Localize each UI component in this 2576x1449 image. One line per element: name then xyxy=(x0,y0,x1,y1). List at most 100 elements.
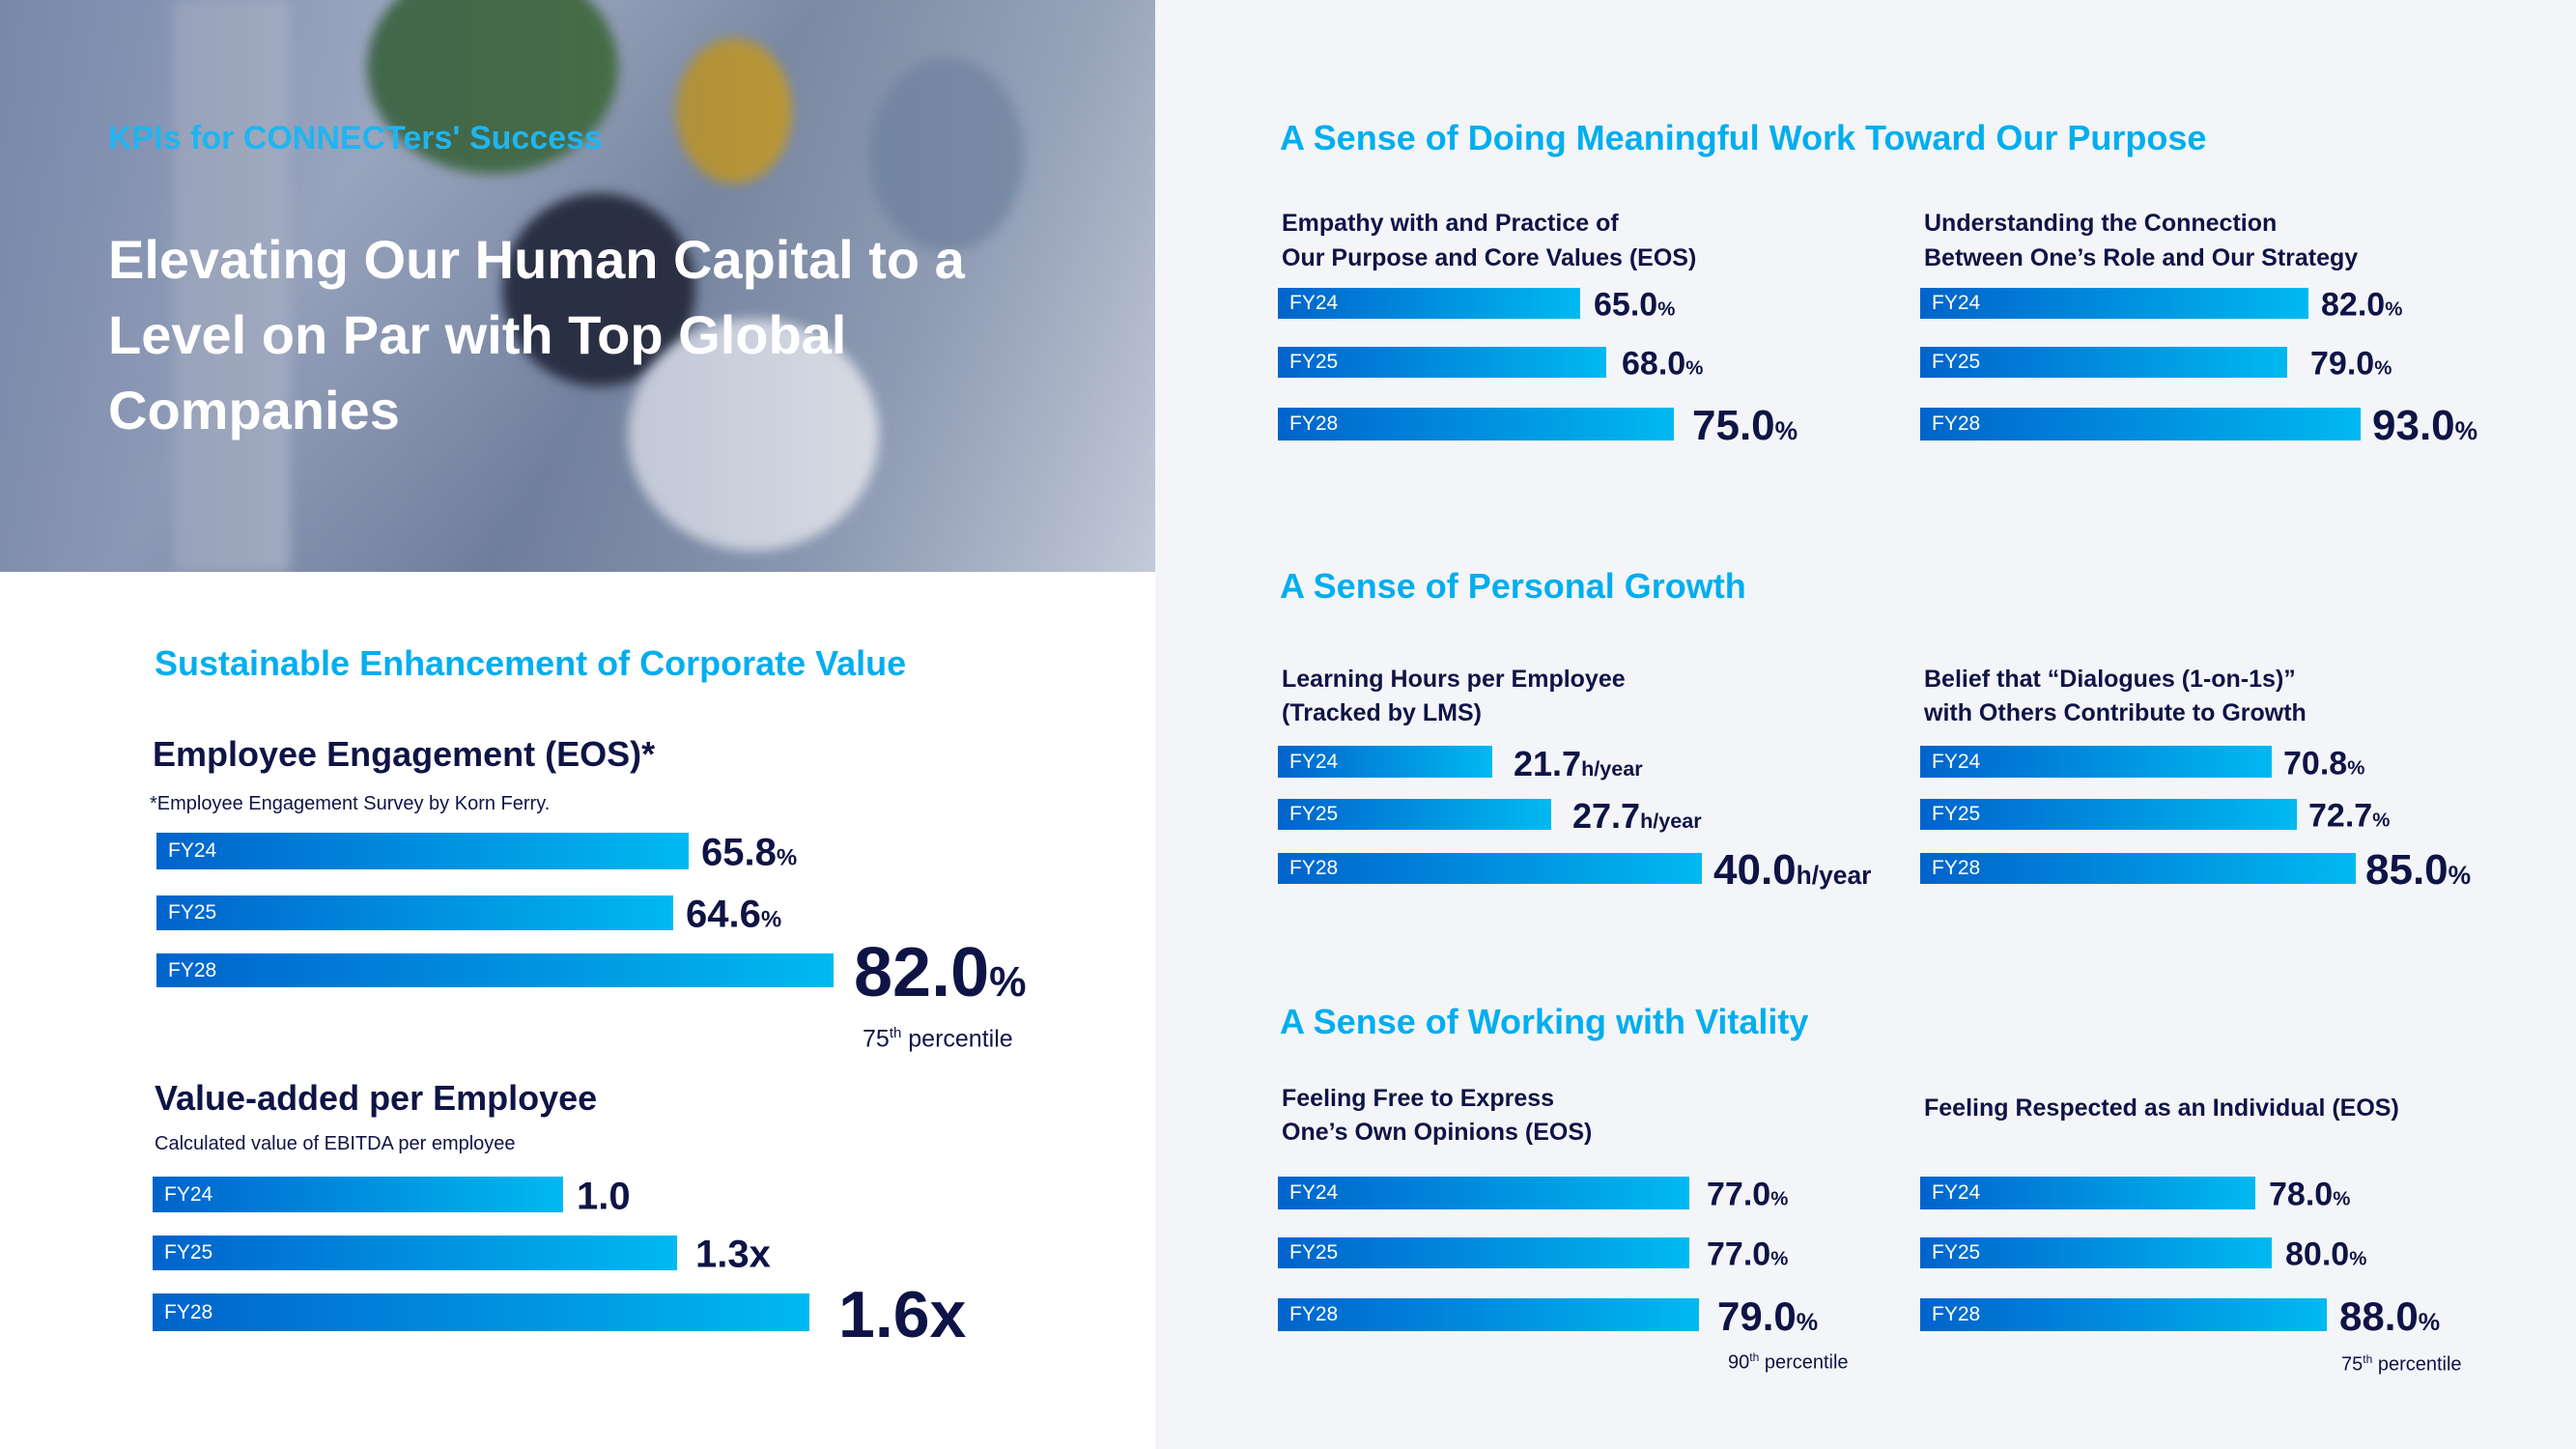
value-number: 65.0 xyxy=(1594,286,1658,324)
value-unit: % xyxy=(1796,1309,1819,1336)
bar-value: 65.0% xyxy=(1594,287,1675,325)
value-unit: % xyxy=(2347,757,2365,779)
value-number: 85.0 xyxy=(2365,846,2449,894)
value-unit: % xyxy=(2448,861,2472,890)
value-number: 27.7 xyxy=(1572,796,1641,836)
bar-label: FY24 xyxy=(1289,1181,1339,1204)
percentile-num: 75 xyxy=(2341,1353,2364,1376)
percentile-num: 75 xyxy=(863,1025,890,1053)
bar-value: 79.0% xyxy=(1717,1293,1818,1340)
bar-fy28: FY28 xyxy=(1920,1298,2327,1331)
bar-value: 88.0% xyxy=(2339,1293,2440,1340)
group-title-line: Belief that “Dialogues (1-on-1s)” xyxy=(1924,666,2296,693)
value-unit: h/year xyxy=(1640,809,1702,833)
bar-label: FY24 xyxy=(1932,292,1981,314)
value-unit: % xyxy=(989,958,1027,1006)
bar-value: 1.6x xyxy=(838,1277,966,1352)
value-unit: % xyxy=(1774,416,1798,445)
bar-value: 68.0% xyxy=(1622,346,1703,384)
group-title-line: (Tracked by LMS) xyxy=(1282,699,1482,726)
percentile-text: percentile xyxy=(901,1025,1013,1053)
group-title-line: Our Purpose and Core Values (EOS) xyxy=(1282,244,1697,271)
group-title-line: Understanding the Connection xyxy=(1924,210,2278,237)
bar-label: FY25 xyxy=(164,1241,213,1264)
percentile-sup: th xyxy=(1749,1350,1760,1364)
bar-value: 65.8% xyxy=(701,832,797,875)
bar-value: 64.6% xyxy=(686,894,781,937)
bar-label: FY25 xyxy=(168,901,217,923)
engagement-percentile: 75th percentile xyxy=(863,1025,1013,1053)
bar-value: 93.0% xyxy=(2372,402,2477,450)
value-unit: h/year xyxy=(1581,755,1643,781)
headline-line: Companies xyxy=(108,380,400,440)
value-number: 75.0 xyxy=(1692,402,1775,449)
bar-fy28: FY28 xyxy=(1278,408,1674,440)
percentile-text: percentile xyxy=(2372,1353,2462,1376)
bar-fy24: FY24 xyxy=(1278,746,1492,778)
value-unit: % xyxy=(2333,1188,2351,1210)
bar-value: 85.0% xyxy=(2365,846,2471,895)
hero-photo xyxy=(0,0,1155,572)
bar-fy25: FY25 xyxy=(156,895,673,930)
value-added-title: Value-added per Employee xyxy=(155,1078,598,1118)
bar-value: 75.0% xyxy=(1692,402,1798,450)
bar-value: 1.0 xyxy=(577,1175,631,1218)
hero-headline: Elevating Our Human Capital to a Level o… xyxy=(108,222,965,448)
value-unit: % xyxy=(1770,1188,1789,1210)
value-number: 77.0 xyxy=(1707,1236,1771,1273)
section-title: A Sense of Working with Vitality xyxy=(1280,1002,1809,1041)
hero-tag: KPIs for CONNECTers' Success xyxy=(108,120,603,156)
group-title-line: One’s Own Opinions (EOS) xyxy=(1282,1119,1593,1146)
value-number: 64.6 xyxy=(686,893,761,936)
value-number: 21.7 xyxy=(1514,743,1582,783)
bar-fy24: FY24 xyxy=(153,1177,563,1212)
bar-value: 1.3x xyxy=(695,1234,771,1277)
corporate-title: Sustainable Enhancement of Corporate Val… xyxy=(155,643,907,683)
bar-fy25: FY25 xyxy=(1920,799,2297,830)
bar-fy28: FY28 xyxy=(1278,1298,1699,1331)
group-title-line: with Others Contribute to Growth xyxy=(1924,699,2307,726)
bar-value: 82.0% xyxy=(854,933,1027,1012)
bar-label: FY28 xyxy=(164,1300,213,1323)
percentile-sup: th xyxy=(2363,1352,2373,1366)
bar-value: 77.0% xyxy=(1707,1177,1788,1214)
value-number: 68.0 xyxy=(1622,345,1686,383)
value-added-note: Calculated value of EBITDA per employee xyxy=(155,1133,516,1154)
bar-fy24: FY24 xyxy=(1920,288,2308,319)
bar-fy28: FY28 xyxy=(1278,853,1702,884)
percentile-num: 90 xyxy=(1728,1351,1750,1374)
bar-fy25: FY25 xyxy=(1920,1237,2272,1268)
bar-value: 79.0% xyxy=(2310,346,2392,384)
section-title: A Sense of Doing Meaningful Work Toward … xyxy=(1280,118,2207,157)
value-number: 82.0 xyxy=(854,933,990,1011)
group-title-line: Feeling Free to Express xyxy=(1282,1085,1555,1112)
value-unit: % xyxy=(2372,810,2391,832)
bar-label: FY28 xyxy=(1932,857,1981,879)
bar-label: FY24 xyxy=(168,839,217,862)
value-unit: % xyxy=(2385,298,2403,321)
bar-label: FY28 xyxy=(1289,412,1339,435)
bar-value: 77.0% xyxy=(1707,1236,1788,1274)
bar-label: FY25 xyxy=(1289,351,1339,373)
engagement-title: Employee Engagement (EOS)* xyxy=(153,734,656,774)
bar-label: FY28 xyxy=(168,958,217,981)
value-number: 70.8 xyxy=(2283,745,2348,781)
value-number: 65.8 xyxy=(701,831,777,874)
value-number: 82.0 xyxy=(2321,286,2386,324)
bar-fy25: FY25 xyxy=(1278,799,1551,830)
bar-value: 21.7h/year xyxy=(1514,744,1643,784)
vitality-percentile-1: 90th percentile xyxy=(1728,1350,1849,1375)
value-number: 79.0 xyxy=(2310,345,2375,383)
percentile-text: percentile xyxy=(1759,1351,1849,1374)
value-unit: % xyxy=(1685,357,1704,380)
value-number: 77.0 xyxy=(1707,1176,1771,1213)
bar-fy24: FY24 xyxy=(1278,1177,1689,1209)
group-title-line: Learning Hours per Employee xyxy=(1282,666,1626,693)
value-number: 88.0 xyxy=(2339,1293,2419,1339)
bar-label: FY24 xyxy=(1932,750,1981,773)
bar-fy28: FY28 xyxy=(1920,408,2361,440)
value-number: 78.0 xyxy=(2269,1176,2334,1213)
bar-fy24: FY24 xyxy=(1278,288,1580,319)
group-title-line: Between One’s Role and Our Strategy xyxy=(1924,244,2359,271)
bar-label: FY28 xyxy=(1932,412,1981,435)
